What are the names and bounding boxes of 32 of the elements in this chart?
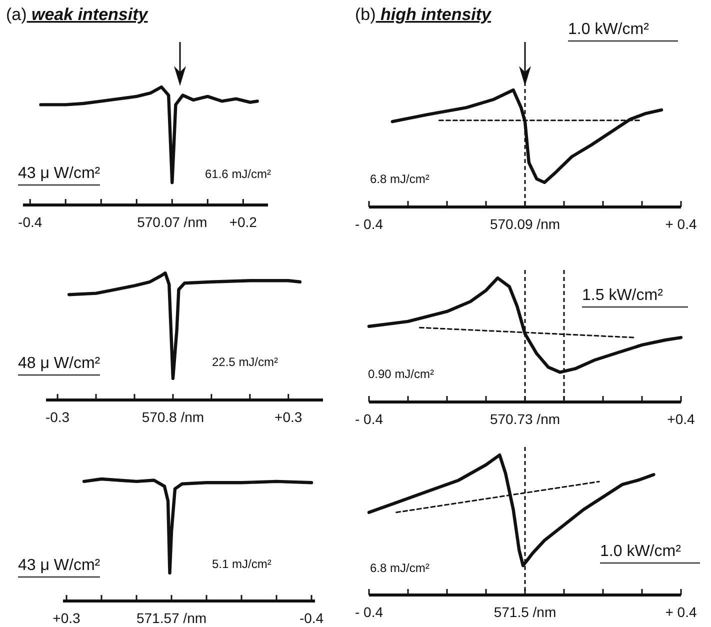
chart-title: (a) weak intensity [6, 5, 150, 24]
x-axis-title: 571.57 /nm [136, 610, 207, 626]
x-tick-label: + 0.4 [665, 604, 697, 620]
annotation: 1.5 kW/cm² [582, 287, 664, 304]
annotation: 43 μ W/cm² [18, 165, 101, 182]
x-tick-label: +0.4 [667, 411, 696, 427]
x-tick-label: + 0.4 [665, 216, 697, 232]
x-tick-label: -0.4 [299, 610, 324, 626]
x-tick-label: +0.2 [229, 214, 258, 230]
x-axis-title: 570.09 /nm [490, 216, 560, 232]
annotation: 0.90 mJ/cm² [368, 367, 434, 381]
x-tick-label: - 0.4 [354, 216, 384, 232]
annotation: 48 μ W/cm² [18, 355, 101, 372]
annotation: 1.0 kW/cm² [600, 543, 682, 560]
x-tick-label: +0.3 [52, 610, 81, 626]
annotation: 22.5 mJ/cm² [212, 355, 278, 369]
text: 1.0 kW/cm² [568, 21, 650, 38]
x-axis-title: 570.8 /nm [142, 409, 204, 425]
x-tick-label: -0.4 [18, 214, 42, 230]
x-tick-label: - 0.4 [354, 411, 384, 427]
annotation: 43 μ W/cm² [18, 557, 101, 574]
annotation: 61.6 mJ/cm² [205, 167, 272, 181]
chart-title: (b) high intensity [355, 5, 493, 24]
annotation: 6.8 mJ/cm² [370, 172, 430, 186]
annotation: 5.1 mJ/cm² [212, 557, 272, 571]
x-tick-label: -0.3 [45, 409, 70, 425]
x-tick-label: - 0.4 [354, 604, 384, 620]
x-tick-label: +0.3 [274, 409, 302, 425]
x-axis-title: 570.07 /nm [137, 214, 208, 230]
x-axis-title: 570.73 /nm [490, 411, 560, 427]
x-axis-title: 571.5 /nm [494, 604, 556, 620]
annotation: 6.8 mJ/cm² [370, 561, 430, 575]
